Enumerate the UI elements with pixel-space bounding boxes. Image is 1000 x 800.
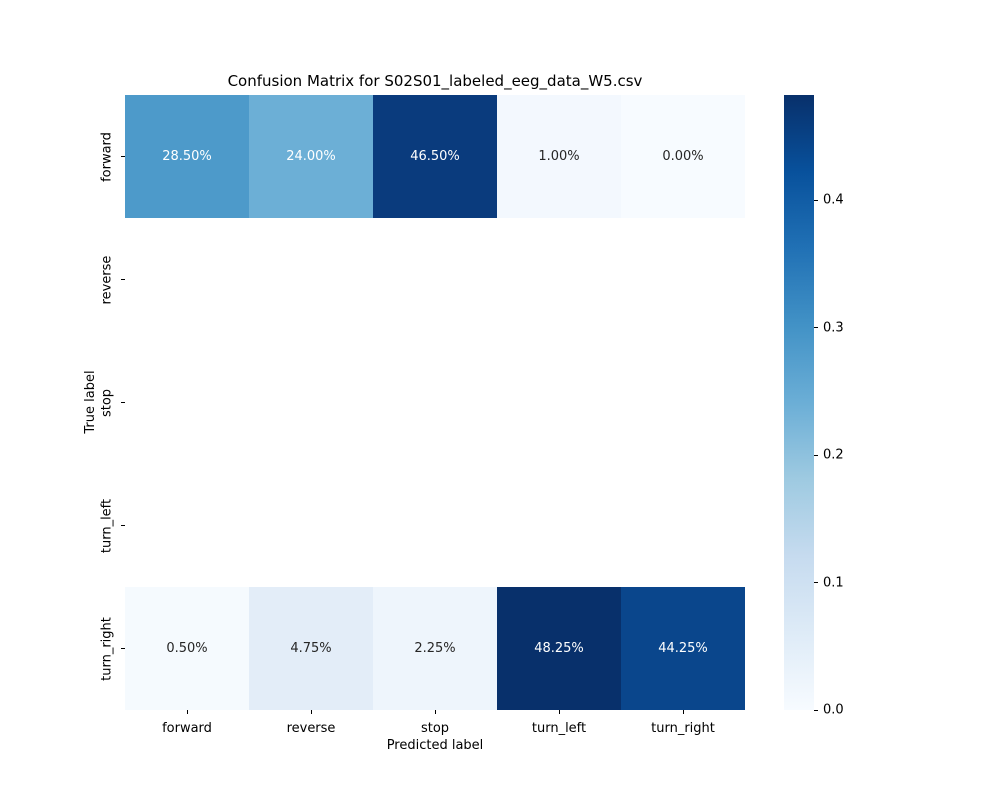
y-tick-label: reverse	[99, 255, 115, 304]
heatmap-cell: 46.50%	[373, 95, 497, 218]
y-tick-label: stop	[99, 388, 115, 417]
heatmap-cell: 4.75%	[249, 587, 373, 710]
cell-annotation: 1.00%	[538, 149, 580, 164]
x-axis-label: Predicted label	[386, 738, 484, 753]
x-tick-label: turn_right	[651, 721, 715, 736]
heatmap-cell: 0.00%	[621, 95, 745, 218]
cell-annotation: 48.25%	[534, 641, 584, 656]
heatmap-cell: 1.00%	[497, 95, 621, 218]
y-tick-label: forward	[99, 131, 115, 182]
y-tick-mark	[121, 402, 125, 403]
heatmap-cell: 44.25%	[621, 587, 745, 710]
heatmap-cell: 28.50%	[125, 95, 249, 218]
x-tick-mark	[310, 710, 312, 714]
x-tick-label: reverse	[286, 721, 336, 736]
cell-annotation: 0.50%	[166, 641, 208, 656]
heatmap-cell: 48.25%	[497, 587, 621, 710]
colorbar	[784, 95, 814, 710]
x-tick-label: forward	[162, 721, 212, 736]
x-tick-mark	[186, 710, 188, 714]
cell-annotation: 2.25%	[414, 641, 456, 656]
x-tick-mark	[558, 710, 560, 714]
y-tick-label: turn_right	[99, 616, 115, 681]
cell-annotation: 4.75%	[290, 641, 332, 656]
colorbar-tick-mark	[814, 327, 818, 329]
cell-annotation: 24.00%	[286, 149, 336, 164]
cell-annotation: 0.00%	[662, 149, 704, 164]
colorbar-tick-mark	[814, 454, 818, 456]
x-tick-mark	[434, 710, 436, 714]
y-tick-mark	[121, 156, 125, 157]
x-tick-mark	[682, 710, 684, 714]
y-axis-label: True label	[83, 370, 98, 434]
colorbar-tick-label: 0.1	[823, 575, 844, 591]
y-tick-mark	[121, 648, 125, 649]
colorbar-tick-mark	[814, 582, 818, 584]
y-tick-mark	[121, 525, 125, 526]
heatmap-grid: 28.50% 24.00% 46.50% 1.00% 0.00% 0.50% 4.75% 2.…	[125, 95, 745, 710]
y-tick-mark	[121, 279, 125, 280]
heatmap-cell: 24.00%	[249, 95, 373, 218]
y-tick-label: turn_left	[99, 498, 115, 553]
colorbar-tick-mark	[814, 199, 818, 201]
heatmap-cell: 2.25%	[373, 587, 497, 710]
cell-annotation: 46.50%	[410, 149, 460, 164]
colorbar-tick-mark	[814, 709, 818, 711]
colorbar-tick-label: 0.4	[823, 192, 844, 208]
colorbar-tick-label: 0.0	[823, 702, 844, 718]
x-tick-label: stop	[420, 721, 450, 736]
cell-annotation: 28.50%	[162, 149, 212, 164]
chart-title: Confusion Matrix for S02S01_labeled_eeg_…	[227, 72, 643, 90]
heatmap-cell: 0.50%	[125, 587, 249, 710]
cell-annotation: 44.25%	[658, 641, 708, 656]
colorbar-tick-label: 0.2	[823, 447, 844, 463]
x-tick-label: turn_left	[531, 721, 587, 736]
colorbar-tick-label: 0.3	[823, 320, 844, 336]
